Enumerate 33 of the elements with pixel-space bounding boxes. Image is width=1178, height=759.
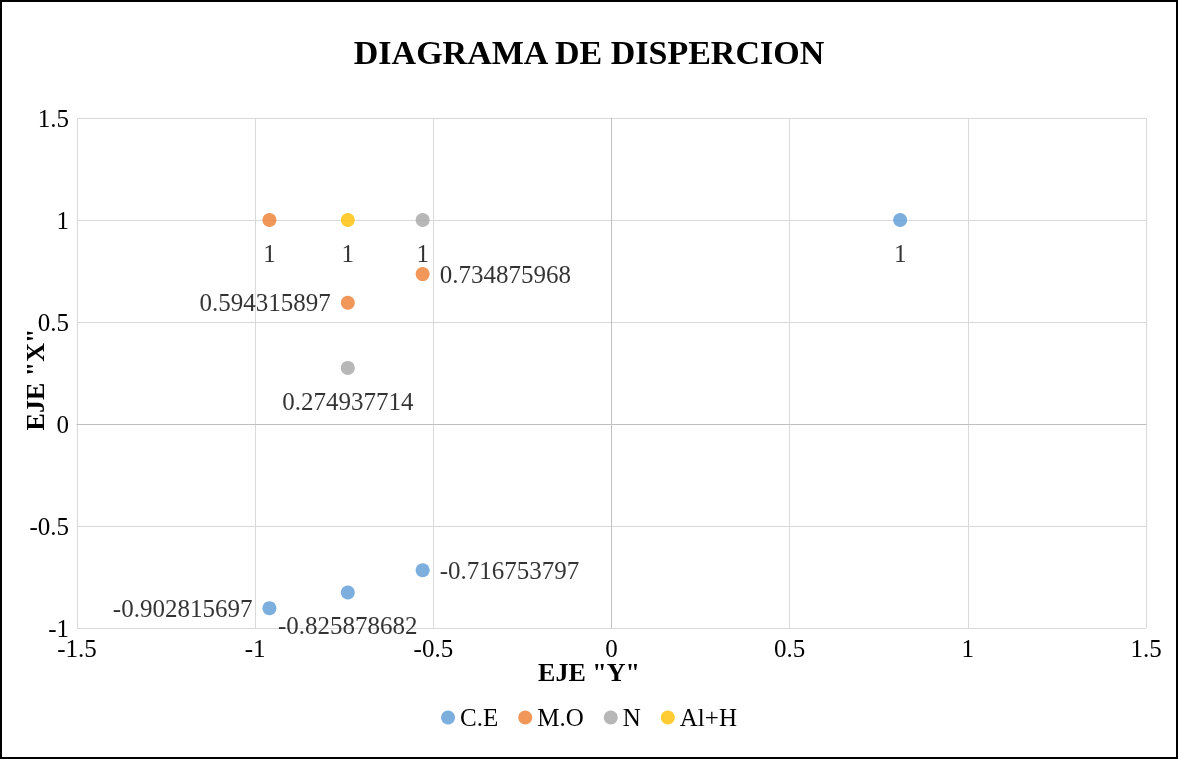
y-tick-label: -0.5 (29, 512, 69, 540)
point (340, 360, 355, 375)
point (415, 267, 430, 282)
y-tick-label: 1 (56, 206, 69, 234)
chart-title: DIAGRAMA DE DISPERCION (353, 33, 825, 71)
x-tick-label: -1 (244, 635, 266, 662)
x-tick-label: 0.5 (774, 635, 806, 662)
point (340, 213, 355, 227)
x-tick-label: 1 (961, 635, 975, 662)
point (262, 213, 277, 227)
y-tick-label: 1.5 (37, 104, 69, 132)
x-tick-label: 1.5 (1130, 635, 1162, 662)
point (262, 601, 277, 616)
data-label: 1 (416, 240, 429, 267)
point (415, 563, 430, 578)
data-label: 1 (893, 240, 907, 267)
point (340, 295, 355, 310)
data-label: -0.716753797 (439, 556, 580, 584)
data-label: 0.734875968 (439, 260, 571, 288)
data-label: 0.274937714 (282, 387, 414, 415)
data-label: -0.902815697 (112, 594, 253, 622)
point (893, 213, 908, 227)
legend-label: C.E (460, 704, 499, 731)
data-label: 1 (341, 240, 355, 267)
legend-label: N (622, 704, 641, 731)
y-tick-label: 0 (56, 410, 69, 438)
point (340, 585, 355, 600)
y-tick-label: -1 (48, 614, 69, 642)
legend-label: Al+H (679, 704, 737, 731)
data-label: 0.594315897 (199, 289, 331, 317)
point (415, 213, 430, 227)
data-label: 1 (263, 240, 276, 267)
legend-label: M.O (537, 704, 584, 731)
